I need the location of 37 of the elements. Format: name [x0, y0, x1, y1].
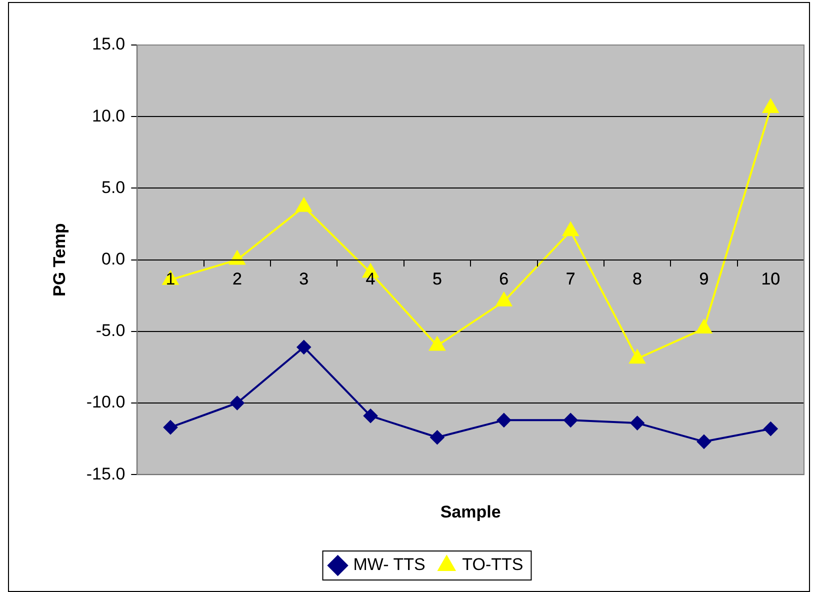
point [229, 250, 246, 265]
x-tick-label: 3 [299, 270, 309, 289]
legend-label: MW- TTS [353, 555, 426, 574]
point [296, 340, 311, 354]
x-tick-label: 7 [566, 270, 576, 289]
point [430, 430, 444, 444]
point [429, 336, 446, 351]
x-tick-label: 9 [699, 270, 709, 289]
y-axis-title: PG Temp [50, 223, 69, 296]
y-tick-label: -10.0 [86, 392, 126, 412]
point [163, 420, 178, 434]
point [564, 413, 578, 428]
point [630, 416, 644, 430]
x-tick-label: 6 [499, 270, 509, 289]
legend-label: TO-TTS [462, 555, 524, 574]
y-tick-label: 10.0 [92, 106, 126, 126]
y-tick-label: 15.0 [92, 34, 126, 54]
point [629, 350, 646, 364]
y-tick-label: 0.0 [102, 249, 126, 268]
point [696, 434, 711, 449]
x-tick-label: 1 [166, 270, 176, 289]
point [562, 222, 579, 236]
x-tick-label: 2 [232, 270, 242, 289]
x-tick-label: 10 [761, 270, 780, 289]
point [764, 422, 778, 436]
point [496, 292, 512, 306]
x-axis-title: Sample [440, 502, 501, 522]
point [496, 413, 511, 428]
x-tick-label: 5 [432, 270, 442, 289]
point [296, 198, 312, 212]
point [230, 396, 244, 410]
y-tick-label: -5.0 [96, 321, 126, 340]
x-tick-label: 8 [632, 270, 642, 289]
point [696, 320, 712, 334]
y-tick-label: -15.0 [86, 464, 126, 484]
y-tick-label: 5.0 [102, 178, 126, 197]
point [364, 408, 378, 423]
